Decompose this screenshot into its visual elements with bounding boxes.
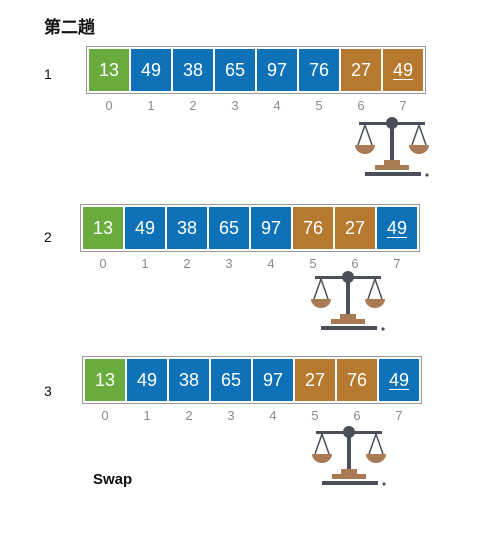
cell-value: 65 xyxy=(220,369,242,390)
index-row: 0 1 2 3 4 5 6 7 xyxy=(82,408,422,423)
cell-value: 49 xyxy=(136,369,158,390)
index-label: 0 xyxy=(101,408,109,423)
index-label: 7 xyxy=(395,408,403,423)
row-label: 3 xyxy=(44,383,52,399)
balance-scale-icon xyxy=(355,117,429,177)
array-cell: 65 xyxy=(211,359,251,401)
array-row: 13 49 38 65 97 76 27 49 xyxy=(80,204,420,252)
index-label: 1 xyxy=(141,256,149,271)
array-cell: 13 xyxy=(89,49,129,91)
index-label: 5 xyxy=(315,98,323,113)
cell-value: 38 xyxy=(176,217,198,238)
index-label: 7 xyxy=(393,256,401,271)
index-label: 5 xyxy=(309,256,317,271)
array-cell: 13 xyxy=(85,359,125,401)
cell-value: 13 xyxy=(92,217,114,238)
index-label: 2 xyxy=(185,408,193,423)
index-label: 2 xyxy=(189,98,197,113)
index-label: 4 xyxy=(267,256,275,271)
array-cell: 97 xyxy=(257,49,297,91)
index-row: 0 1 2 3 4 5 6 7 xyxy=(86,98,426,113)
index-label: 3 xyxy=(227,408,235,423)
cell-value: 65 xyxy=(218,217,240,238)
cell-value: 38 xyxy=(178,369,200,390)
index-label: 6 xyxy=(353,408,361,423)
array-cell: 27 xyxy=(335,207,375,249)
array-cell: 97 xyxy=(251,207,291,249)
array-cell: 76 xyxy=(337,359,377,401)
cell-value: 49 xyxy=(388,369,410,390)
cell-value: 27 xyxy=(344,217,366,238)
array-cell: 76 xyxy=(293,207,333,249)
array-cell: 38 xyxy=(173,49,213,91)
balance-scale-icon xyxy=(311,271,385,331)
index-label: 3 xyxy=(225,256,233,271)
cell-value: 76 xyxy=(346,369,368,390)
row-label: 1 xyxy=(44,66,52,82)
index-label: 4 xyxy=(273,98,281,113)
index-row: 0 1 2 3 4 5 6 7 xyxy=(80,256,420,271)
cell-value: 76 xyxy=(302,217,324,238)
index-label: 5 xyxy=(311,408,319,423)
array-cell: 49 xyxy=(383,49,423,91)
index-label: 4 xyxy=(269,408,277,423)
array-cell: 49 xyxy=(131,49,171,91)
array-cell: 13 xyxy=(83,207,123,249)
array-cell: 76 xyxy=(299,49,339,91)
cell-value: 97 xyxy=(260,217,282,238)
array-cell: 65 xyxy=(215,49,255,91)
row-label: 2 xyxy=(44,229,52,245)
swap-label: Swap xyxy=(93,471,133,488)
index-label: 6 xyxy=(357,98,365,113)
index-label: 0 xyxy=(105,98,113,113)
page-title: 第二趟 xyxy=(44,18,95,38)
array-cell: 27 xyxy=(295,359,335,401)
array-cell: 38 xyxy=(169,359,209,401)
cell-value: 49 xyxy=(140,59,162,80)
array-row: 13 49 38 65 97 76 27 49 xyxy=(86,46,426,94)
array-cell: 65 xyxy=(209,207,249,249)
array-cell: 49 xyxy=(379,359,419,401)
index-label: 7 xyxy=(399,98,407,113)
array-cell: 27 xyxy=(341,49,381,91)
cell-value: 27 xyxy=(350,59,372,80)
index-label: 2 xyxy=(183,256,191,271)
array-row: 13 49 38 65 97 27 76 49 xyxy=(82,356,422,404)
cell-value: 49 xyxy=(386,217,408,238)
index-label: 1 xyxy=(143,408,151,423)
cell-value: 27 xyxy=(304,369,326,390)
cell-value: 13 xyxy=(94,369,116,390)
cell-value: 97 xyxy=(262,369,284,390)
balance-scale-icon xyxy=(312,426,386,486)
cell-value: 38 xyxy=(182,59,204,80)
index-label: 1 xyxy=(147,98,155,113)
cell-value: 13 xyxy=(98,59,120,80)
array-cell: 49 xyxy=(125,207,165,249)
cell-value: 97 xyxy=(266,59,288,80)
index-label: 0 xyxy=(99,256,107,271)
array-cell: 49 xyxy=(127,359,167,401)
index-label: 6 xyxy=(351,256,359,271)
cell-value: 65 xyxy=(224,59,246,80)
cell-value: 49 xyxy=(392,59,414,80)
array-cell: 38 xyxy=(167,207,207,249)
array-cell: 97 xyxy=(253,359,293,401)
index-label: 3 xyxy=(231,98,239,113)
cell-value: 49 xyxy=(134,217,156,238)
array-cell: 49 xyxy=(377,207,417,249)
cell-value: 76 xyxy=(308,59,330,80)
